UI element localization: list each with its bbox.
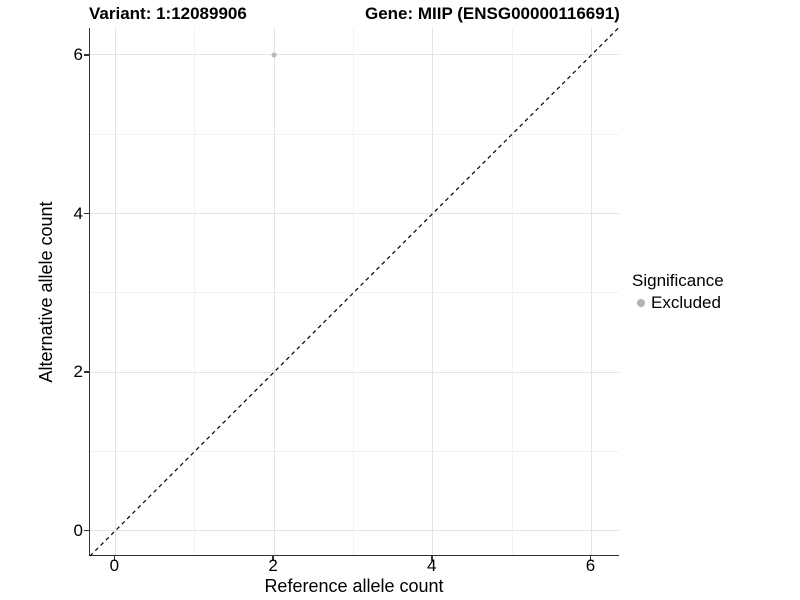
y-major-gridline bbox=[90, 530, 619, 532]
y-tick-label: 6 bbox=[73, 44, 83, 64]
y-tick-mark bbox=[84, 212, 89, 215]
y-minor-gridline bbox=[90, 450, 619, 452]
plot-panel bbox=[89, 25, 621, 557]
x-axis-title: Reference allele count bbox=[264, 576, 444, 596]
plot-title-gene: Gene: MIIP (ENSG00000116691) bbox=[365, 4, 620, 23]
y-axis-title: Alternative allele count bbox=[36, 201, 56, 383]
data-point bbox=[271, 52, 277, 58]
x-minor-gridline bbox=[511, 28, 513, 555]
y-major-gridline bbox=[90, 54, 619, 56]
y-major-gridline bbox=[90, 371, 619, 373]
legend-title: Significance bbox=[632, 271, 724, 290]
legend-item-label: Excluded bbox=[651, 293, 721, 312]
x-tick-mark bbox=[431, 556, 433, 561]
legend: Significance Excluded bbox=[630, 271, 724, 313]
x-tick-label: 2 bbox=[268, 556, 278, 575]
x-major-gridline bbox=[114, 28, 116, 555]
plot-title-variant: Variant: 1:12089906 bbox=[89, 4, 247, 23]
y-tick-mark bbox=[84, 371, 89, 373]
y-tick-mark bbox=[84, 529, 89, 532]
y-minor-gridline bbox=[90, 292, 619, 294]
x-major-gridline bbox=[273, 28, 275, 555]
x-minor-gridline bbox=[352, 28, 354, 555]
y-tick-label: 2 bbox=[73, 362, 83, 382]
x-tick-label: 4 bbox=[427, 556, 437, 575]
x-tick-mark bbox=[113, 556, 116, 561]
y-major-gridline bbox=[90, 213, 619, 214]
y-tick-mark bbox=[84, 54, 89, 56]
x-tick-mark bbox=[589, 556, 592, 561]
y-tick-label: 0 bbox=[73, 520, 83, 540]
x-tick-mark bbox=[272, 556, 274, 561]
y-minor-gridline bbox=[90, 133, 619, 135]
legend-point-icon bbox=[637, 299, 645, 307]
plot-canvas bbox=[89, 25, 621, 557]
x-tick-label: 0 bbox=[109, 556, 120, 575]
y-tick-label: 4 bbox=[73, 203, 83, 223]
legend-items: Excluded bbox=[630, 293, 724, 313]
x-major-gridline bbox=[590, 28, 592, 555]
x-tick-label: 6 bbox=[585, 556, 596, 575]
legend-item: Excluded bbox=[630, 293, 724, 313]
x-major-gridline bbox=[432, 28, 434, 555]
identity-dashed-line bbox=[89, 25, 621, 557]
x-minor-gridline bbox=[194, 28, 196, 555]
